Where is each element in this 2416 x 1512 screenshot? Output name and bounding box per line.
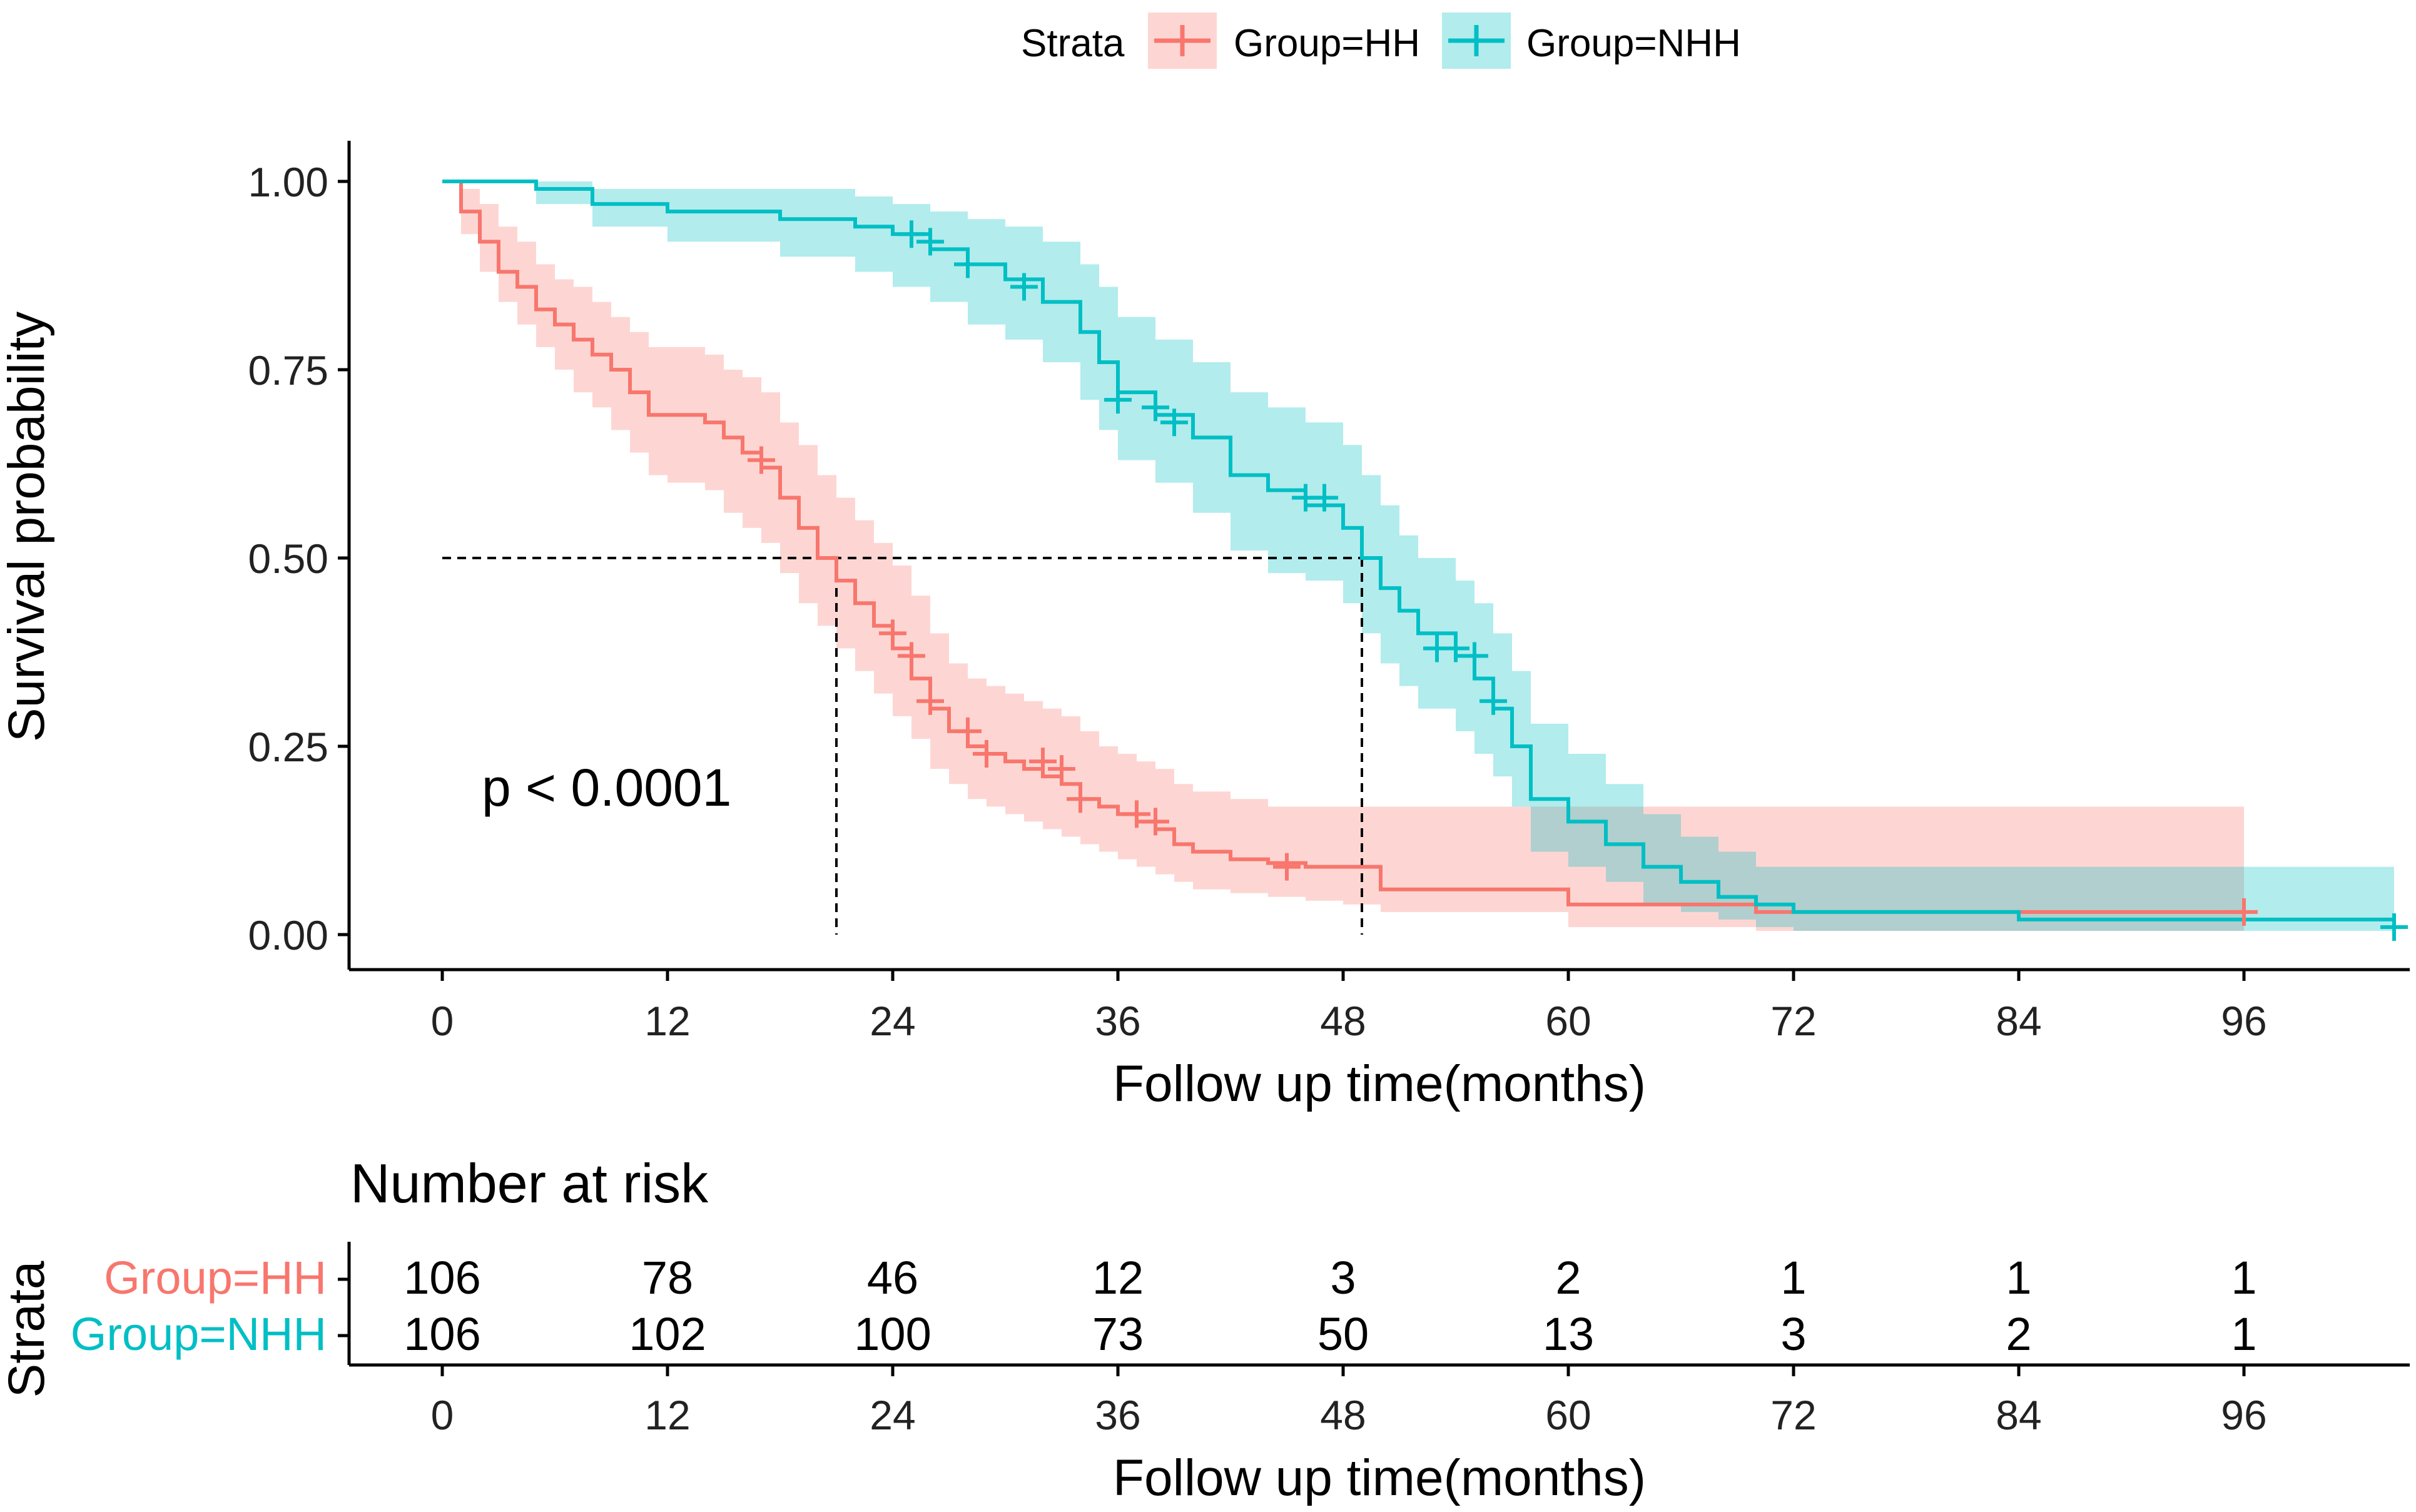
risk-cell-nhh: 3: [1780, 1308, 1806, 1360]
y-tick-label: 1.00: [248, 159, 328, 205]
risk-x-tick-label: 72: [1770, 1392, 1816, 1438]
y-tick-label: 0.25: [248, 724, 328, 770]
censor-mark-nhh: [898, 220, 925, 248]
risk-cell-nhh: 50: [1317, 1308, 1369, 1360]
x-ticks: 0 12 24 36 48 60 72 84 96: [431, 970, 2267, 1044]
p-value: p < 0.0001: [482, 758, 731, 817]
censor-mark-nhh: [1480, 687, 1507, 715]
main-axes: Survival probability Follow up time(mont…: [0, 141, 2410, 1112]
censor-mark-hh: [973, 740, 1000, 768]
censor-mark-nhh: [2380, 913, 2408, 941]
censor-mark-nhh: [1311, 484, 1338, 512]
x-axis-title: Follow up time(months): [1113, 1055, 1646, 1112]
ci-band-hh: [442, 181, 2244, 931]
censor-mark-nhh: [1104, 386, 1132, 414]
y-tick-label: 0.00: [248, 912, 328, 958]
risk-cell-hh: 1: [2231, 1252, 2256, 1304]
risk-cell-hh: 1: [1780, 1252, 1806, 1304]
censor-mark-nhh: [1010, 273, 1038, 301]
x-tick-label: 84: [1996, 998, 2041, 1044]
risk-cell-hh: 46: [867, 1252, 918, 1304]
risk-x-tick-label: 96: [2221, 1392, 2266, 1438]
risk-cell-nhh: 106: [404, 1308, 480, 1360]
censor-mark-nhh: [954, 250, 982, 278]
censor-mark-nhh: [1442, 634, 1469, 662]
censor-mark-hh: [1123, 800, 1150, 828]
censor-mark-hh: [954, 717, 982, 745]
risk-x-ticks: 0 12 24 36 48 60 72 84 96: [431, 1365, 2267, 1438]
risk-cell-nhh: 2: [2006, 1308, 2031, 1360]
censor-mark-hh: [898, 642, 925, 670]
risk-x-tick-label: 36: [1095, 1392, 1140, 1438]
x-tick-label: 24: [870, 998, 915, 1044]
x-tick-label: 60: [1545, 998, 1591, 1044]
x-tick-label: 72: [1770, 998, 1816, 1044]
risk-cell-nhh: 1: [2231, 1308, 2256, 1360]
censor-mark-hh: [1273, 853, 1301, 881]
risk-cell-hh: 12: [1092, 1252, 1144, 1304]
y-tick-label: 0.75: [248, 347, 328, 393]
censor-mark-nhh: [1160, 408, 1188, 437]
legend-label-hh: Group=HH: [1234, 22, 1420, 65]
risk-table-y-title: Strata: [0, 1261, 55, 1398]
risk-cell-nhh: 13: [1543, 1308, 1594, 1360]
x-tick-label: 36: [1095, 998, 1140, 1044]
censor-marks: [748, 220, 2408, 941]
risk-table: Number at risk Strata Group=HH Group=NHH…: [0, 1152, 2410, 1506]
risk-x-tick-label: 12: [644, 1392, 690, 1438]
censor-mark-hh: [1048, 755, 1075, 783]
censor-mark-nhh: [916, 228, 944, 256]
risk-table-title: Number at risk: [350, 1152, 709, 1214]
x-tick-label: 0: [431, 998, 454, 1044]
censor-mark-nhh: [1142, 393, 1169, 422]
censor-mark-hh: [2230, 898, 2258, 926]
risk-row-label-nhh: Group=NHH: [71, 1308, 327, 1360]
ci-band-nhh: [442, 181, 2394, 931]
x-tick-label: 96: [2221, 998, 2266, 1044]
risk-row-label-hh: Group=HH: [104, 1252, 327, 1304]
censor-mark-hh: [748, 446, 775, 474]
risk-cell-nhh: 100: [854, 1308, 931, 1360]
risk-x-tick-label: 60: [1545, 1392, 1591, 1438]
risk-cell-hh: 106: [404, 1252, 480, 1304]
censor-mark-nhh: [1461, 642, 1488, 670]
x-tick-label: 12: [644, 998, 690, 1044]
legend-label-nhh: Group=NHH: [1526, 22, 1741, 65]
risk-cell-hh: 2: [1555, 1252, 1581, 1304]
y-axis-title: Survival probability: [0, 312, 55, 742]
legend-title: Strata: [1021, 22, 1125, 65]
risk-x-tick-label: 0: [431, 1392, 454, 1438]
risk-cell-nhh: 102: [629, 1308, 706, 1360]
risk-cell-hh: 78: [642, 1252, 693, 1304]
y-ticks: 0.00 0.25 0.50 0.75 1.00: [248, 159, 349, 958]
legend: Strata Group=HH Group=NHH: [1021, 13, 1741, 69]
median-lines: [442, 557, 1363, 935]
y-tick-label: 0.50: [248, 535, 328, 582]
x-tick-label: 48: [1320, 998, 1366, 1044]
risk-cell-hh: 1: [2006, 1252, 2031, 1304]
risk-x-tick-label: 48: [1320, 1392, 1366, 1438]
risk-cell-nhh: 73: [1092, 1308, 1144, 1360]
risk-cell-hh: 3: [1330, 1252, 1356, 1304]
risk-x-tick-label: 84: [1996, 1392, 2041, 1438]
risk-x-tick-label: 24: [870, 1392, 915, 1438]
censor-mark-hh: [1029, 748, 1057, 776]
risk-x-axis-title: Follow up time(months): [1113, 1449, 1646, 1506]
censor-mark-hh: [879, 619, 906, 647]
confidence-bands: [442, 181, 2394, 931]
censor-mark-hh: [1142, 808, 1169, 836]
censor-mark-hh: [1067, 785, 1094, 813]
censor-mark-hh: [916, 687, 944, 715]
